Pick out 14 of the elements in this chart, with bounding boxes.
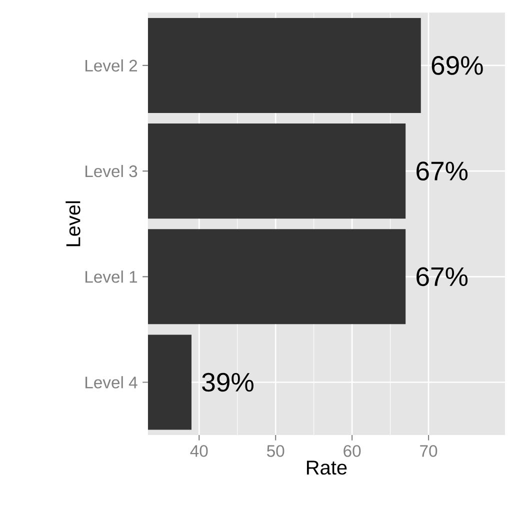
x-tick-label: 40 [190, 445, 208, 457]
x-axis-title: Rate [306, 460, 347, 475]
data-label: 67% [416, 162, 468, 180]
y-tick-label: Level 4 [85, 376, 138, 388]
data-label: 69% [432, 56, 483, 75]
y-tick-label: Level 2 [85, 59, 137, 72]
x-tick-label: 50 [266, 445, 284, 457]
data-label: 67% [416, 267, 468, 286]
y-tick-label: Level 1 [85, 270, 137, 283]
y-axis-title: Level [66, 201, 80, 246]
x-tick-label: 60 [343, 445, 361, 457]
y-tick-label: Level 3 [85, 164, 137, 178]
x-tick-label: 70 [420, 445, 437, 457]
data-label: 39% [202, 372, 254, 392]
